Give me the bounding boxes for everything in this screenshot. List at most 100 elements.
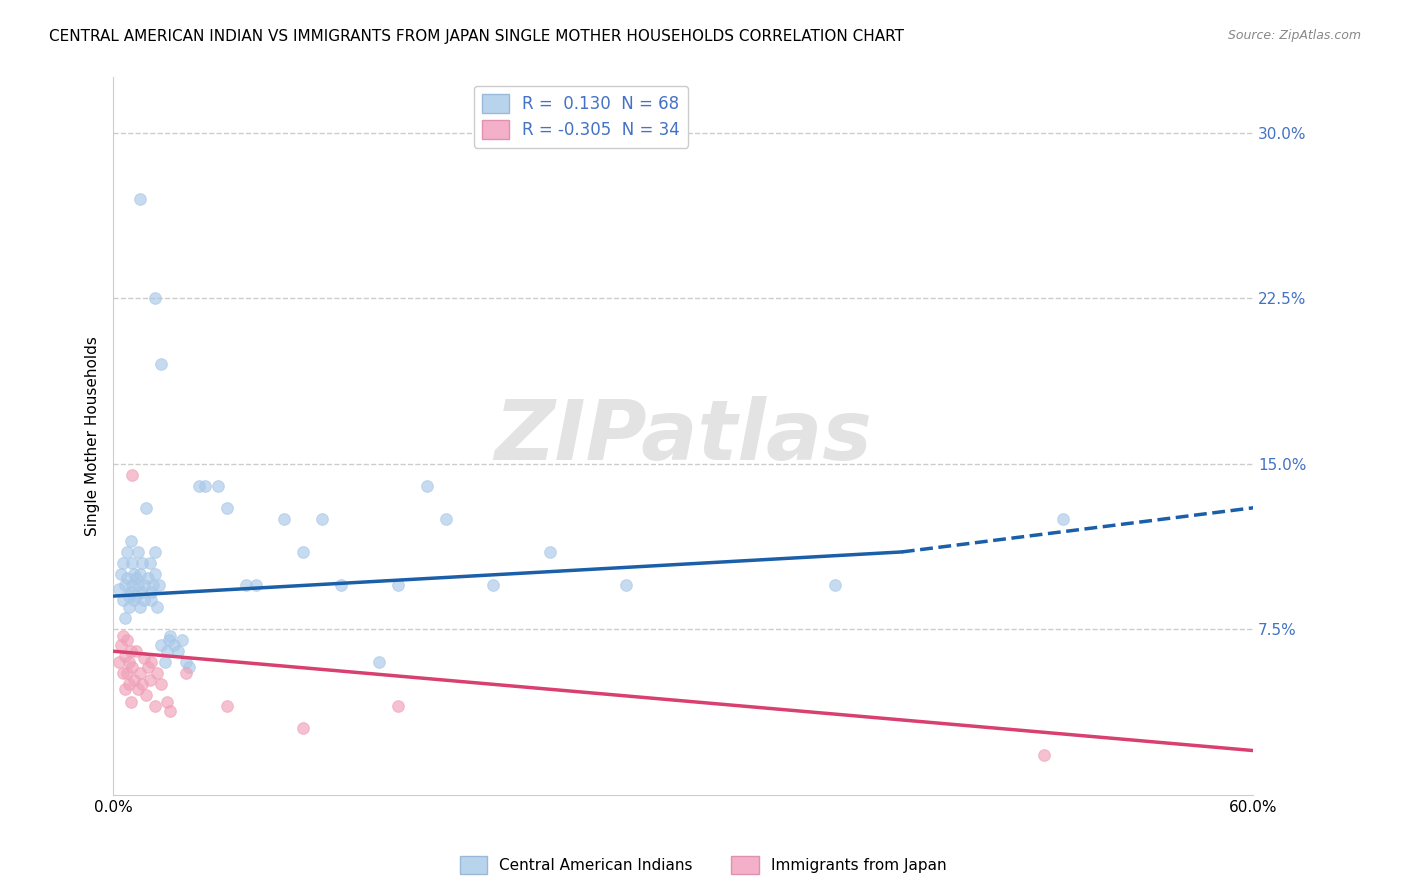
- Point: [108, 582, 131, 597]
- Point: [125, 571, 148, 585]
- Point: [387, 578, 409, 592]
- Point: [434, 512, 457, 526]
- Point: [124, 567, 146, 582]
- Point: [217, 699, 239, 714]
- Point: [217, 500, 239, 515]
- Point: [146, 666, 169, 681]
- Point: [118, 600, 141, 615]
- Point: [141, 593, 163, 607]
- Point: [824, 578, 846, 592]
- Point: [368, 655, 391, 669]
- Point: [148, 578, 170, 592]
- Point: [207, 479, 229, 493]
- Point: [136, 571, 159, 585]
- Point: [125, 589, 148, 603]
- Point: [120, 584, 142, 599]
- Point: [120, 533, 142, 548]
- Point: [118, 677, 141, 691]
- Point: [115, 545, 138, 559]
- Text: CENTRAL AMERICAN INDIAN VS IMMIGRANTS FROM JAPAN SINGLE MOTHER HOUSEHOLDS CORREL: CENTRAL AMERICAN INDIAN VS IMMIGRANTS FR…: [49, 29, 904, 44]
- Point: [167, 644, 190, 658]
- Point: [179, 659, 201, 673]
- Point: [174, 655, 197, 669]
- Point: [135, 500, 157, 515]
- Point: [163, 638, 186, 652]
- Point: [235, 578, 257, 592]
- Point: [616, 578, 638, 592]
- Point: [153, 655, 176, 669]
- Point: [141, 655, 163, 669]
- Point: [330, 578, 353, 592]
- Point: [538, 545, 561, 559]
- Point: [129, 567, 152, 582]
- Text: ZIPatlas: ZIPatlas: [495, 395, 872, 476]
- Point: [143, 699, 166, 714]
- Point: [125, 644, 148, 658]
- Point: [121, 578, 143, 592]
- Point: [156, 695, 179, 709]
- Point: [135, 689, 157, 703]
- Point: [115, 666, 138, 681]
- Point: [194, 479, 217, 493]
- Point: [111, 556, 134, 570]
- Point: [1052, 512, 1074, 526]
- Point: [416, 479, 439, 493]
- Point: [127, 681, 149, 696]
- Point: [142, 578, 165, 592]
- Point: [114, 648, 136, 663]
- Point: [482, 578, 505, 592]
- Point: [132, 593, 155, 607]
- Point: [245, 578, 267, 592]
- Point: [114, 611, 136, 625]
- Point: [141, 584, 163, 599]
- Point: [146, 600, 169, 615]
- Point: [149, 638, 172, 652]
- Point: [110, 638, 132, 652]
- Text: Source: ZipAtlas.com: Source: ZipAtlas.com: [1227, 29, 1361, 42]
- Point: [131, 677, 153, 691]
- Point: [149, 357, 172, 371]
- Point: [1033, 747, 1056, 762]
- Point: [120, 644, 142, 658]
- Point: [188, 479, 211, 493]
- Point: [118, 655, 141, 669]
- Point: [111, 666, 134, 681]
- Point: [108, 655, 131, 669]
- Point: [115, 571, 138, 585]
- Point: [143, 567, 166, 582]
- Point: [157, 633, 180, 648]
- Point: [387, 699, 409, 714]
- Point: [111, 629, 134, 643]
- Point: [143, 291, 166, 305]
- Point: [121, 659, 143, 673]
- Point: [174, 666, 197, 681]
- Point: [143, 545, 166, 559]
- Point: [292, 545, 315, 559]
- Point: [136, 659, 159, 673]
- Point: [156, 644, 179, 658]
- Legend: R =  0.130  N = 68, R = -0.305  N = 34: R = 0.130 N = 68, R = -0.305 N = 34: [474, 86, 688, 147]
- Point: [292, 722, 315, 736]
- Point: [131, 556, 153, 570]
- Point: [114, 578, 136, 592]
- Point: [129, 666, 152, 681]
- Point: [110, 567, 132, 582]
- Point: [170, 633, 193, 648]
- Point: [129, 600, 152, 615]
- Point: [129, 192, 152, 206]
- Point: [127, 578, 149, 592]
- Point: [115, 633, 138, 648]
- Point: [138, 556, 160, 570]
- Point: [149, 677, 172, 691]
- Point: [138, 673, 160, 687]
- Point: [273, 512, 295, 526]
- Y-axis label: Single Mother Households: Single Mother Households: [86, 336, 100, 536]
- Point: [121, 467, 143, 482]
- Point: [124, 593, 146, 607]
- Point: [132, 651, 155, 665]
- Point: [127, 545, 149, 559]
- Point: [111, 593, 134, 607]
- Point: [159, 704, 181, 718]
- Point: [120, 695, 142, 709]
- Legend: Central American Indians, Immigrants from Japan: Central American Indians, Immigrants fro…: [454, 850, 952, 880]
